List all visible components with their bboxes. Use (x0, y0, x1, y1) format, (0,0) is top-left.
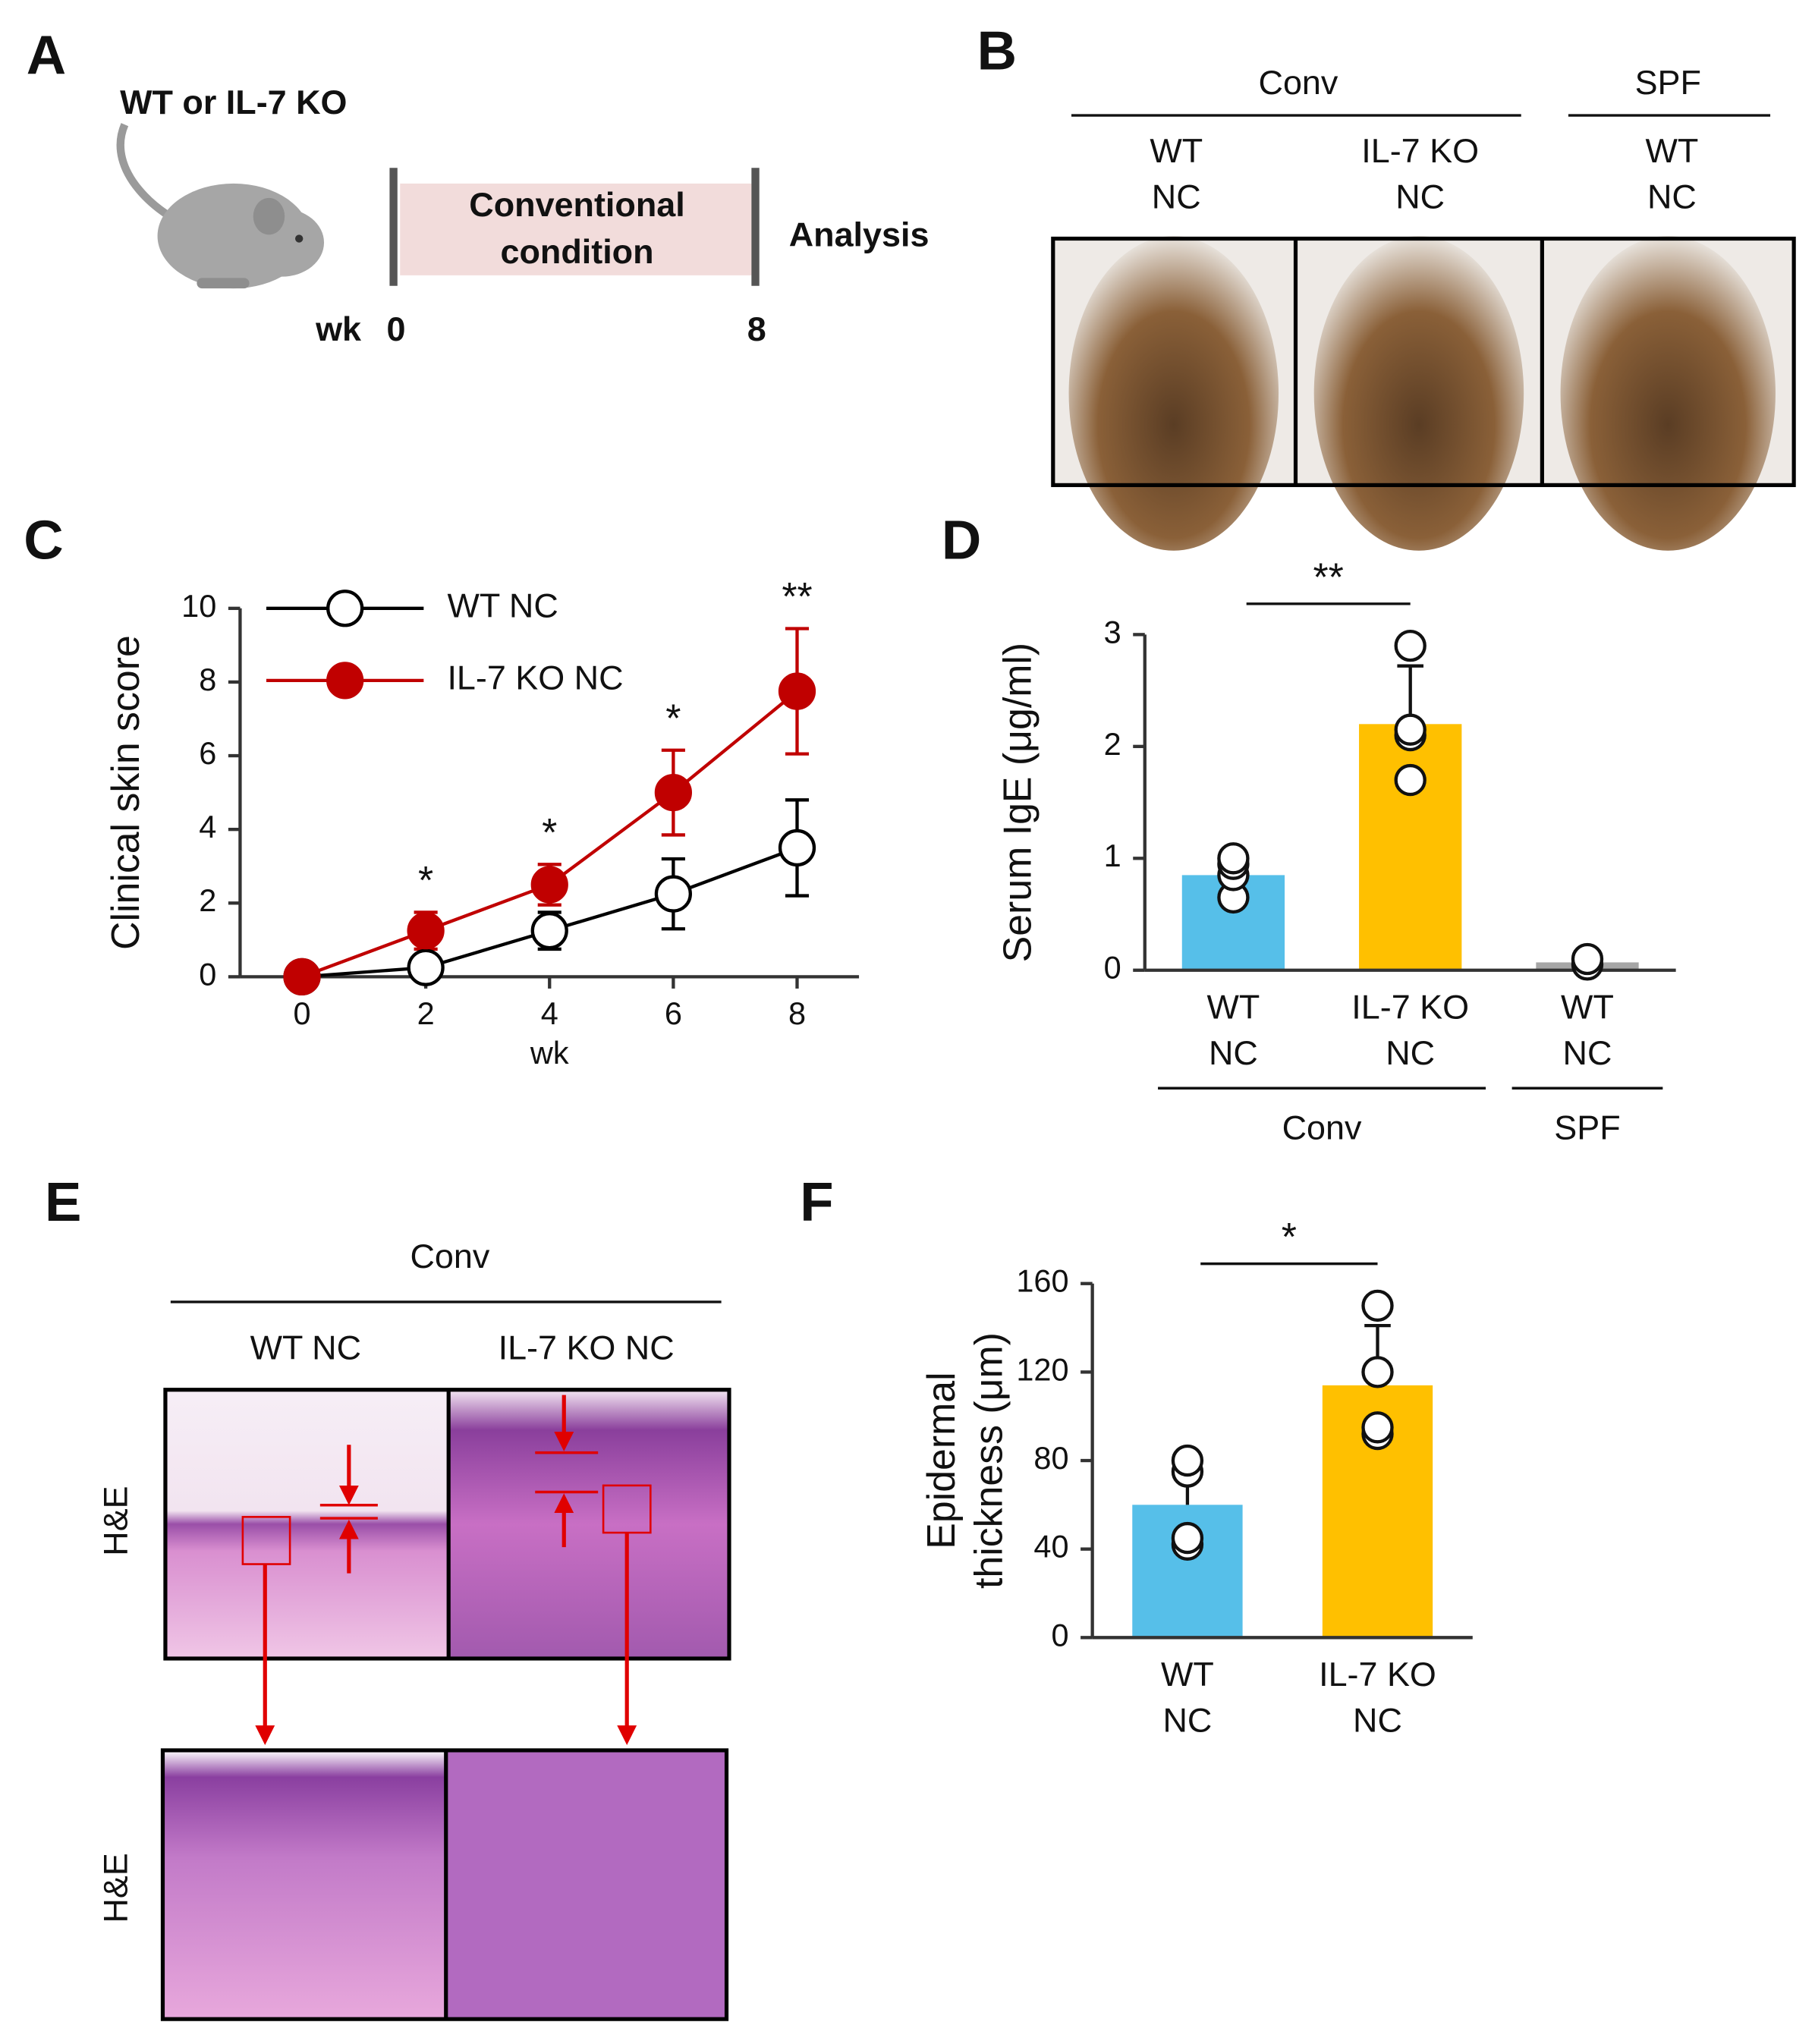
condition-bar (400, 183, 752, 275)
time-label: 0 (387, 310, 406, 348)
panel-letter: D (942, 509, 981, 571)
annotation: * (418, 858, 433, 902)
column-label: NC (1647, 178, 1697, 216)
x-tick-label: IL-7 KO (1351, 987, 1469, 1026)
marker (654, 875, 692, 913)
y-tick-label: 10 (181, 588, 216, 624)
x-tick-label: NC (1209, 1033, 1258, 1072)
column-label: NC (1152, 178, 1201, 216)
x-tick-label: NC (1563, 1033, 1612, 1072)
data-point (1217, 842, 1250, 875)
group-label: Conv (410, 1237, 489, 1275)
data-point (1394, 763, 1427, 797)
panel-letter: E (45, 1171, 81, 1233)
group-label: SPF (1554, 1108, 1620, 1146)
mouse-icon (116, 123, 325, 289)
group-label: SPF (1635, 63, 1701, 102)
group-label: Conv (1282, 1108, 1362, 1146)
data-point (1361, 1289, 1394, 1322)
stain-label: H&E (96, 1853, 135, 1923)
x-tick-label: WT (1161, 1655, 1214, 1693)
stain-label: H&E (96, 1486, 135, 1555)
data-point (1361, 1411, 1394, 1444)
marker (407, 912, 445, 950)
x-tick-label: IL-7 KO (1319, 1655, 1436, 1693)
y-axis-label: Epidermal (919, 1372, 963, 1549)
endpoint: Analysis (789, 215, 930, 254)
y-tick-label: 0 (1051, 1617, 1068, 1652)
significance-label: ** (1313, 555, 1344, 599)
y-axis-label: Clinical skin score (103, 635, 147, 950)
x-tick-label: 0 (293, 995, 310, 1031)
annotation: ** (782, 574, 812, 618)
column-label: IL-7 KO NC (499, 1329, 675, 1367)
time-unit: wk (315, 310, 362, 348)
y-tick-label: 8 (199, 662, 216, 697)
y-tick-label: 160 (1016, 1263, 1068, 1299)
y-tick-label: 40 (1033, 1529, 1068, 1564)
marker (283, 958, 321, 996)
x-tick-label: 4 (541, 995, 558, 1031)
legend-label: WT NC (447, 586, 558, 625)
annotation: * (665, 696, 681, 740)
data-point (1171, 1444, 1204, 1477)
data-point (1571, 942, 1604, 976)
y-tick-label: 2 (1104, 726, 1121, 762)
marker (654, 773, 692, 812)
marker (778, 829, 816, 867)
data-point (1394, 629, 1427, 662)
x-tick-label: 8 (788, 995, 806, 1031)
x-tick-label: NC (1162, 1700, 1212, 1739)
annotation: * (542, 810, 557, 854)
panel-letter: B (977, 20, 1017, 82)
y-tick-label: 0 (1104, 950, 1121, 986)
condition: condition (501, 232, 654, 271)
x-tick-label: WT (1207, 987, 1260, 1026)
x-tick-label: NC (1386, 1033, 1435, 1072)
panel-letter: A (27, 24, 66, 86)
marker (530, 866, 568, 904)
y-tick-label: 1 (1104, 838, 1121, 873)
column-label: WT NC (250, 1329, 361, 1367)
histology-images (160, 1388, 731, 2021)
y-tick-label: 6 (199, 735, 216, 771)
x-axis-label: wk (530, 1035, 569, 1071)
data-point (1394, 713, 1427, 746)
y-tick-label: 80 (1033, 1440, 1068, 1476)
y-tick-label: 0 (199, 956, 216, 992)
panel-letter: F (800, 1171, 833, 1233)
legend-marker (326, 662, 364, 700)
y-tick-label: 3 (1104, 614, 1121, 649)
mouse-photos (1051, 236, 1796, 551)
panel-letter: C (24, 509, 63, 571)
column-label: WT (1150, 131, 1203, 170)
x-tick-label: 2 (417, 995, 435, 1031)
marker (778, 672, 816, 710)
x-tick-label: WT (1561, 987, 1614, 1026)
y-tick-label: 2 (199, 882, 216, 918)
group-label: Conv (1259, 63, 1338, 102)
significance-label: * (1282, 1215, 1297, 1259)
column-label: IL-7 KO (1361, 131, 1479, 170)
y-axis-label: Serum IgE (μg/ml) (995, 643, 1039, 963)
column-label: NC (1395, 178, 1445, 216)
column-label: WT (1646, 131, 1699, 170)
condition: Conventional (469, 185, 684, 224)
y-axis-label: thickness (μm) (966, 1332, 1010, 1589)
time-label: 8 (747, 310, 766, 348)
data-point (1361, 1356, 1394, 1388)
y-tick-label: 120 (1016, 1351, 1068, 1387)
bar (1359, 724, 1462, 970)
legend-label: IL-7 KO NC (447, 659, 623, 697)
legend-marker (326, 590, 364, 627)
x-tick-label: 6 (665, 995, 682, 1031)
marker (530, 912, 568, 950)
y-tick-label: 4 (199, 809, 216, 844)
x-tick-label: NC (1353, 1700, 1402, 1739)
subject: WT or IL-7 KO (120, 83, 347, 121)
marker (407, 948, 445, 986)
data-point (1171, 1521, 1204, 1555)
